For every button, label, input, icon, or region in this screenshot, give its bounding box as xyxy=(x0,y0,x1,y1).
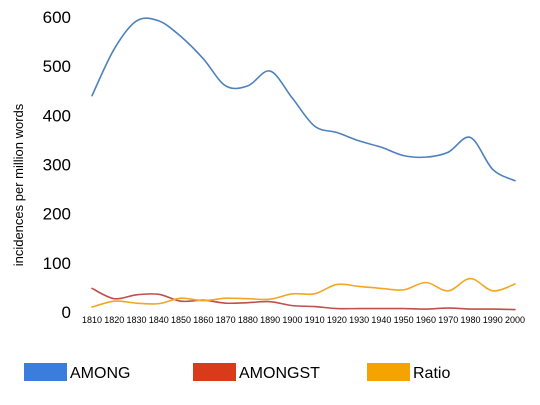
x-tick-label: 1870 xyxy=(216,315,236,325)
series-line-among xyxy=(91,17,516,182)
x-tick-label: 1810 xyxy=(82,315,102,325)
legend-label-amongst: AMONGST xyxy=(239,365,320,382)
x-tick-label: 1850 xyxy=(171,315,191,325)
x-tick-label: 1970 xyxy=(438,315,458,325)
y-tick-label: 200 xyxy=(43,205,71,224)
x-tick-label: 1900 xyxy=(282,315,302,325)
x-tick-label: 1910 xyxy=(305,315,325,325)
x-tick-label: 1950 xyxy=(394,315,414,325)
x-tick-label: 1920 xyxy=(327,315,347,325)
y-tick-label: 400 xyxy=(43,106,71,125)
y-tick-label: 100 xyxy=(43,254,71,273)
x-tick-labels: 1810 1820 1830 1840 1850 1860 1870 1880 1890 1900… xyxy=(82,315,525,325)
legend-label-among: AMONG xyxy=(70,365,130,382)
y-tick-label: 300 xyxy=(43,156,71,175)
x-tick-label: 1880 xyxy=(238,315,258,325)
legend: AMONG AMONGST Ratio xyxy=(24,363,450,382)
series-line-amongst xyxy=(91,287,516,311)
legend-label-ratio: Ratio xyxy=(413,365,450,382)
x-tick-label: 1930 xyxy=(349,315,369,325)
legend-swatch-ratio xyxy=(367,363,410,381)
x-tick-label: 1990 xyxy=(483,315,503,325)
x-tick-label: 1890 xyxy=(260,315,280,325)
series-lines xyxy=(91,17,516,311)
x-tick-label: 1820 xyxy=(104,315,124,325)
x-tick-label: 1830 xyxy=(127,315,147,325)
legend-swatch-amongst xyxy=(193,363,236,381)
x-tick-label: 2000 xyxy=(505,315,525,325)
y-tick-labels: 0 100 200 300 400 500 600 xyxy=(43,8,71,322)
legend-swatch-among xyxy=(24,363,67,381)
x-tick-label: 1960 xyxy=(416,315,436,325)
x-tick-label: 1840 xyxy=(149,315,169,325)
y-tick-label: 500 xyxy=(43,57,71,76)
x-tick-label: 1980 xyxy=(460,315,480,325)
y-tick-label: 0 xyxy=(62,303,71,322)
series-line-ratio xyxy=(91,277,516,308)
y-tick-label: 600 xyxy=(43,8,71,27)
x-tick-label: 1860 xyxy=(193,315,213,325)
x-tick-label: 1940 xyxy=(371,315,391,325)
y-axis-label: incidences per million words xyxy=(11,103,26,266)
